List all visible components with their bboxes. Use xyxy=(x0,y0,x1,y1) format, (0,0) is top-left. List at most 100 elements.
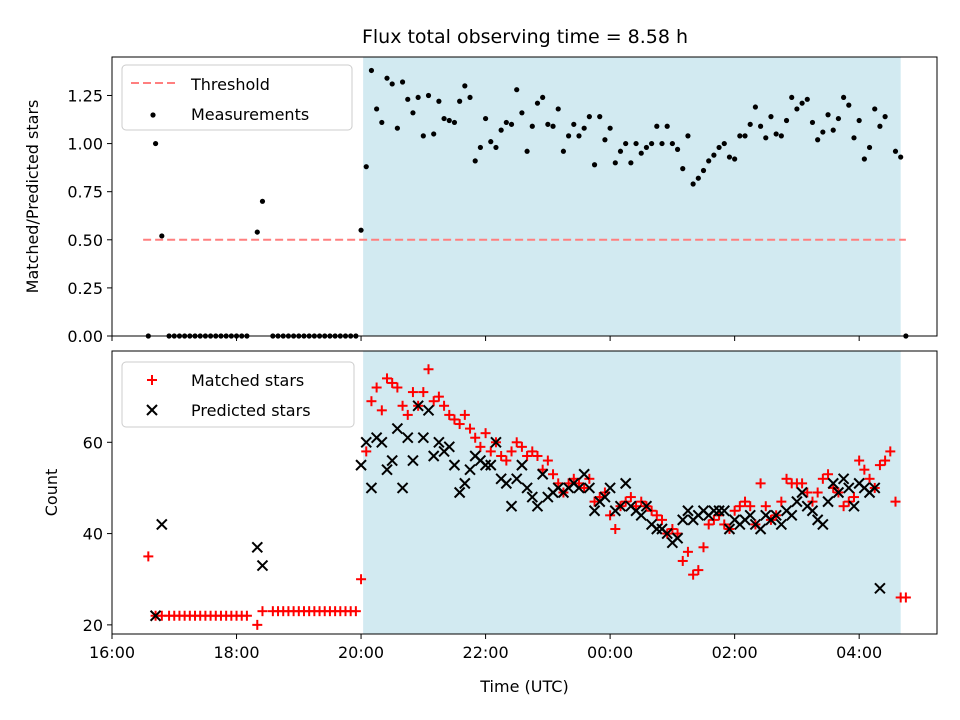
measurement-point xyxy=(794,106,800,112)
measurement-point xyxy=(415,94,421,101)
matched-star-point xyxy=(542,455,553,466)
measurement-point xyxy=(778,133,784,139)
matched-star-point xyxy=(781,473,792,484)
y-tick-label: 60 xyxy=(83,433,103,452)
top-plot-frame xyxy=(111,56,938,337)
cross-b xyxy=(677,514,689,526)
predicted-star-point xyxy=(869,482,881,494)
matched-star-point xyxy=(729,505,740,516)
predicted-star-point xyxy=(453,486,466,499)
matched-star-point xyxy=(625,492,636,503)
cross-b xyxy=(381,463,393,476)
cross-b xyxy=(511,473,523,485)
matched-star-point xyxy=(475,441,486,452)
matched-star-point xyxy=(776,496,787,507)
y-tick-label: 0.25 xyxy=(67,279,103,298)
matched-star-point xyxy=(745,501,756,512)
cross-b xyxy=(146,404,158,416)
measurement-point xyxy=(825,112,831,118)
cross-b xyxy=(817,518,829,531)
matched-star-point xyxy=(740,496,751,507)
bottom-y-axis: 20 40 60 xyxy=(83,433,112,635)
measurement-point xyxy=(732,156,738,162)
measurement-point xyxy=(586,114,592,120)
matched-star-point xyxy=(387,377,398,388)
measurement-point xyxy=(804,96,810,102)
matched-star-point xyxy=(241,610,252,621)
predicted-star-point xyxy=(156,518,168,531)
matched-star-point xyxy=(838,501,849,512)
cross-b xyxy=(723,523,736,535)
measurement-point xyxy=(405,96,411,102)
matched-star-point xyxy=(797,478,808,489)
measurement-point xyxy=(773,131,779,137)
matched-star-point xyxy=(859,464,870,475)
measurement-point xyxy=(576,133,582,139)
measurement-point xyxy=(436,98,442,104)
matched-star-point xyxy=(143,551,154,562)
predicted-star-point xyxy=(744,509,756,522)
predicted-star-point xyxy=(536,468,549,480)
cross-b xyxy=(355,459,367,471)
measurement-point xyxy=(742,133,748,139)
cross-b xyxy=(459,477,471,490)
cross-b xyxy=(744,509,756,522)
y-tick-label: 0.75 xyxy=(67,183,103,202)
cross-b xyxy=(651,523,663,535)
measurement-point xyxy=(799,100,805,106)
cross-b xyxy=(661,527,673,540)
x-tick-label: 22:00 xyxy=(463,643,509,662)
predicted-star-point xyxy=(427,450,440,462)
cross-b xyxy=(599,491,611,503)
measurement-point xyxy=(747,121,753,127)
measurements-points xyxy=(145,67,909,339)
matched-star-point xyxy=(698,542,709,553)
matched-star-point xyxy=(677,555,688,566)
cross-b xyxy=(149,610,162,622)
matched-star-point xyxy=(423,364,434,375)
cross-b xyxy=(869,482,881,494)
bottom-x-axis: 16:00 18:00 20:00 22:00 00:00 02:00 04:00 xyxy=(89,634,882,662)
cross-b xyxy=(443,441,455,453)
legend-measurements-swatch xyxy=(150,112,156,118)
measurement-point xyxy=(529,123,535,129)
measurement-point xyxy=(841,94,847,101)
measurement-point xyxy=(706,158,712,164)
legend-matched-swatch xyxy=(147,375,157,385)
matched-star-point xyxy=(812,487,823,498)
matched-star-point xyxy=(397,400,408,411)
measurement-point xyxy=(711,152,717,158)
y-tick-label: 1.25 xyxy=(67,86,103,105)
top-x-ticks xyxy=(111,336,860,341)
cross-b xyxy=(718,505,730,517)
measurement-point xyxy=(789,94,795,101)
cross-b xyxy=(516,459,528,471)
cross-b xyxy=(635,509,647,522)
cross-b xyxy=(427,450,440,462)
measurement-point xyxy=(830,127,836,133)
cross-b xyxy=(713,505,725,517)
matched-star-point xyxy=(651,510,662,521)
measurement-point xyxy=(394,125,400,131)
measurement-point xyxy=(757,123,764,129)
measurement-point xyxy=(628,160,634,166)
measurement-point xyxy=(700,167,707,174)
predicted-star-point xyxy=(433,436,445,448)
measurement-point xyxy=(508,121,515,127)
measurement-point xyxy=(425,92,432,99)
measurement-point xyxy=(872,106,878,112)
measurement-point xyxy=(524,148,530,154)
x-tick-label: 02:00 xyxy=(712,643,758,662)
predicted-star-point xyxy=(149,610,162,622)
measurement-point xyxy=(503,119,509,126)
measurement-point xyxy=(680,166,686,172)
predicted-star-point xyxy=(412,400,424,412)
measurement-point xyxy=(721,140,727,147)
cross-b xyxy=(640,500,653,512)
matched-star-point xyxy=(848,492,859,503)
matched-star-point xyxy=(900,592,911,603)
cross-b xyxy=(526,491,538,503)
predicted-star-point xyxy=(832,486,845,499)
measurement-point xyxy=(643,144,650,151)
top-y-axis: 0.00 0.25 0.50 0.75 1.00 1.25 xyxy=(67,86,112,346)
